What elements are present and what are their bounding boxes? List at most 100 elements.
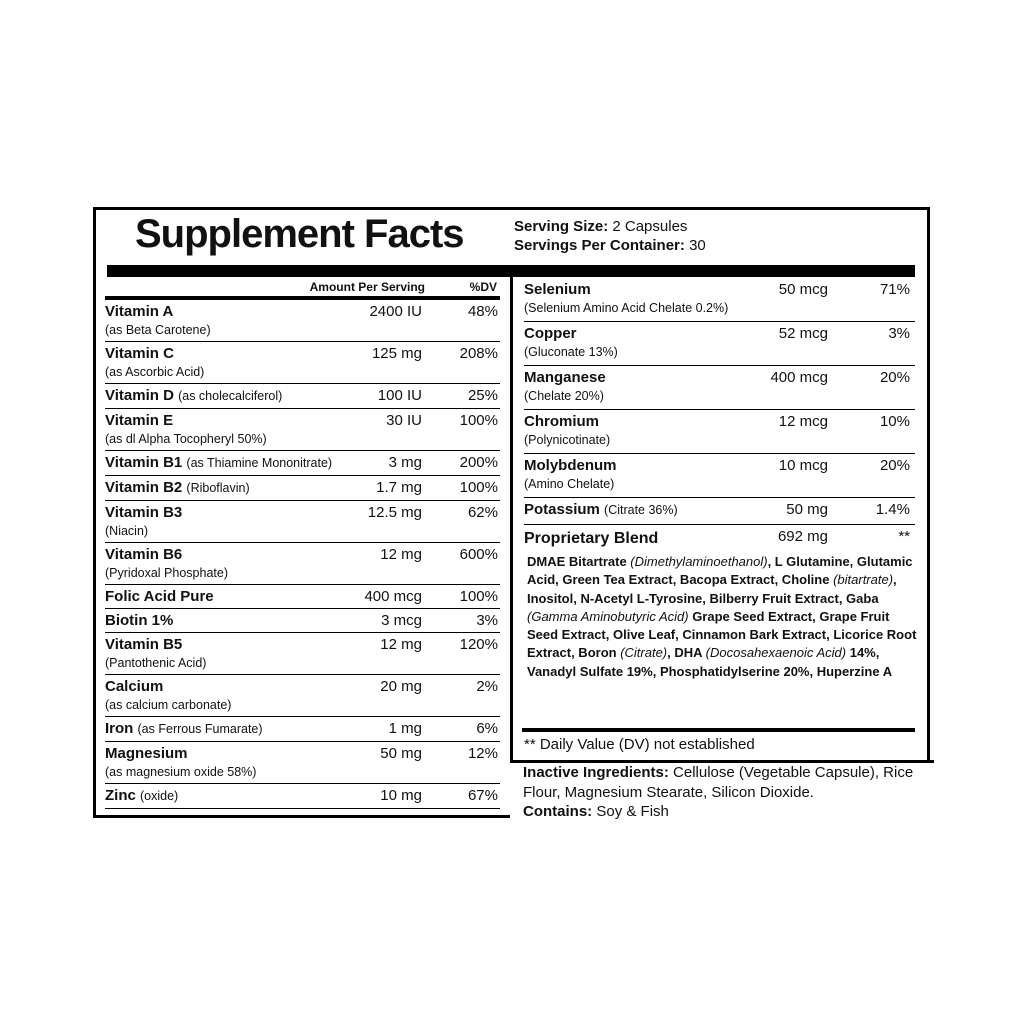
nutrient-line: Vitamin E [105,411,500,430]
footnote: ** Daily Value (DV) not established [524,736,755,753]
amount: 1.7 mg [376,479,422,496]
nutrient-line: Vitamin D (as cholecalciferol) [105,386,500,406]
daily-value: 120% [459,636,498,653]
nutrient-name: Vitamin B1 [105,454,183,471]
serving-info: Serving Size: 2 Capsules Servings Per Con… [514,217,706,255]
nutrient-row: Vitamin B5 (Pantothenic Acid) 12 mg 120% [105,633,500,675]
blend-ingredients: DMAE Bitartrate (Dimethylaminoethanol), … [527,553,917,681]
nutrient-line: Manganese [524,368,915,387]
column-header: Amount Per Serving %DV [105,278,500,300]
nutrient-line: Vitamin B6 [105,545,500,564]
nutrient-name: Copper [524,325,577,342]
inactive-label: Contains: [523,803,593,820]
amount: 692 mg [777,528,828,545]
daily-value: 600% [459,546,498,563]
nutrient-source: (Polynicotinate) [524,433,611,447]
amount: 10 mg [380,787,422,804]
blend-text: , Inositol, N-Acetyl L-Tyrosine, Bilberr… [527,572,897,606]
nutrient-name: Selenium [524,281,591,298]
nutrient-name: Molybdenum [524,457,617,474]
blend-text: 14%, Vanadyl Sulfate 19%, Phosphatidylse… [527,645,893,679]
daily-value: ** [898,528,910,545]
nutrient-source: (Pantothenic Acid) [105,656,207,670]
nutrient-name: Magnesium [105,745,188,762]
amount: 100 IU [377,387,422,404]
nutrient-name: Vitamin C [105,345,174,362]
nutrient-row: Vitamin D (as cholecalciferol) 100 IU 25% [105,384,500,409]
nutrient-row: Vitamin B2 (Riboflavin) 1.7 mg 100% [105,476,500,501]
inactive-line: Inactive Ingredients: Cellulose (Vegetab… [523,763,918,802]
nutrient-row: Vitamin E (as dl Alpha Tocopheryl 50%) 30 … [105,409,500,451]
daily-value: 12% [467,745,498,762]
nutrient-name: Manganese [524,369,606,386]
daily-value: 20% [879,369,910,386]
serving-label: Servings Per Container: [514,237,685,254]
amount: 3 mg [388,454,422,471]
nutrient-name: Biotin 1% [105,612,174,629]
nutrient-line: Vitamin B3 [105,503,500,522]
nutrient-line: Calcium [105,677,500,696]
amount: 125 mg [371,345,422,362]
nutrient-line: Zinc (oxide) [105,786,500,806]
daily-value: 67% [467,787,498,804]
inactive-line: Contains: Soy & Fish [523,802,918,822]
nutrient-line: Folic Acid Pure [105,587,500,606]
daily-value: 25% [467,387,498,404]
blend-text: , DHA [667,645,706,661]
nutrient-source: (as magnesium oxide 58%) [105,765,257,779]
blend-text: DMAE Bitartrate [527,554,631,569]
nutrient-source: (Pyridoxal Phosphate) [105,566,228,580]
nutrient-row: Selenium (Selenium Amino Acid Chelate 0.2… [524,278,915,322]
nutrient-line: Magnesium [105,744,500,763]
nutrient-row: Vitamin A (as Beta Carotene) 2400 IU 48% [105,300,500,342]
nutrient-row: Molybdenum (Amino Chelate) 10 mcg 20% [524,454,915,498]
serving-line: Servings Per Container: 30 [514,236,706,255]
nutrient-row: Calcium (as calcium carbonate) 20 mg 2% [105,675,500,717]
amount: 50 mg [786,501,828,518]
amount: 400 mcg [364,588,422,605]
nutrient-line: Vitamin A [105,302,500,321]
nutrient-line: Biotin 1% [105,611,500,630]
nutrient-name: Zinc [105,787,136,804]
thick-rule [107,265,915,277]
amount: 50 mg [380,745,422,762]
nutrient-source: (as Ascorbic Acid) [105,365,205,379]
nutrient-line: Potassium (Citrate 36%) [524,500,915,520]
left-column: Amount Per Serving %DV Vitamin A (as Beta… [105,278,500,809]
nutrient-row: Iron (as Ferrous Fumarate) 1 mg 6% [105,717,500,742]
blend-text: (Citrate) [620,645,668,661]
nutrient-name: Vitamin D [105,387,174,404]
nutrient-source: (as Beta Carotene) [105,323,211,337]
nutrient-row: Vitamin C (as Ascorbic Acid) 125 mg 208% [105,342,500,384]
column-divider [510,277,513,815]
amount: 20 mg [380,678,422,695]
nutrient-name: Chromium [524,413,599,430]
amount: 3 mcg [381,612,422,629]
dv-header: %DV [469,280,497,294]
daily-value: 62% [467,504,498,521]
nutrient-name: Iron [105,720,134,737]
thick-rule [522,728,915,732]
nutrient-name: Proprietary Blend [524,530,659,547]
amount: 1 mg [388,720,422,737]
nutrient-row: Vitamin B6 (Pyridoxal Phosphate) 12 mg 600% [105,543,500,585]
blend-text: , L Glutamine, Glutamic Acid, Green Tea … [527,554,913,588]
nutrient-name: Vitamin B2 [105,479,183,496]
nutrient-source: (oxide) [140,789,179,803]
nutrient-line: Vitamin C [105,344,500,363]
nutrient-row: Vitamin B1 (as Thiamine Mononitrate) 3 mg… [105,451,500,476]
daily-value: 100% [459,412,498,429]
right-column: Selenium (Selenium Amino Acid Chelate 0.2… [524,278,915,552]
daily-value: 3% [476,612,498,629]
nutrient-line: Vitamin B2 (Riboflavin) [105,478,500,498]
serving-label: Serving Size: [514,218,609,235]
amount: 12 mg [380,636,422,653]
blend-text: (bitartrate) [833,572,894,588]
amount-header: Amount Per Serving [309,280,425,294]
daily-value: 10% [879,413,910,430]
nutrient-name: Folic Acid Pure [105,588,214,605]
nutrient-source: (Gluconate 13%) [524,345,618,359]
nutrient-row: Potassium (Citrate 36%) 50 mg 1.4% [524,498,915,525]
nutrient-source: (Citrate 36%) [604,503,678,517]
nutrient-source: (as cholecalciferol) [178,389,283,403]
